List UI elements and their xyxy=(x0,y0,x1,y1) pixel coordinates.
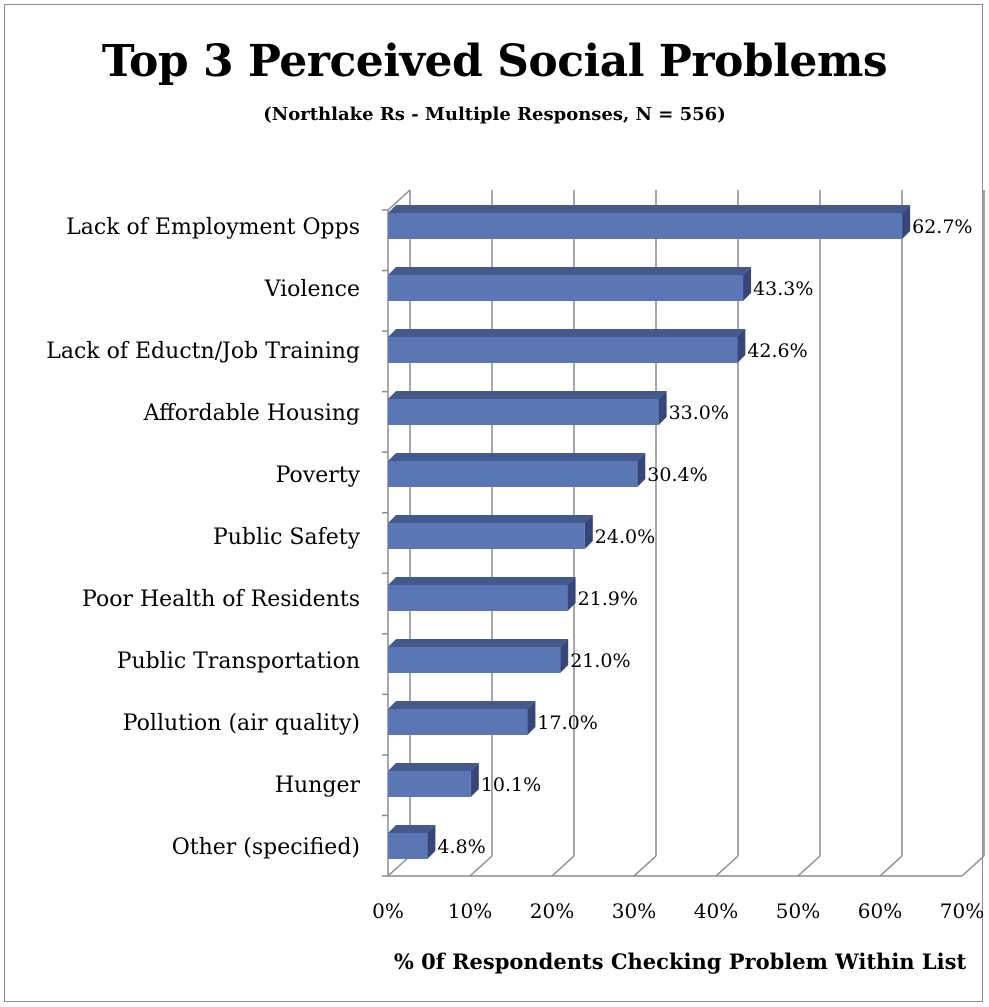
category-label: Violence xyxy=(264,277,360,302)
category-label: Poor Health of Residents xyxy=(82,587,360,612)
bar-top-face xyxy=(388,763,479,771)
category-label: Public Safety xyxy=(213,525,361,550)
x-tick-label: 10% xyxy=(448,899,492,923)
bar-top-face xyxy=(388,329,746,337)
floor-gridline xyxy=(961,855,985,877)
category-label: Pollution (air quality) xyxy=(123,711,360,736)
data-label: 30.4% xyxy=(647,464,707,486)
bar-top-face xyxy=(388,453,646,461)
bar-side-face xyxy=(743,267,752,301)
bar-top-face xyxy=(388,267,752,275)
bar xyxy=(388,771,471,797)
floor-gridline xyxy=(387,855,411,877)
category-label: Lack of Eductn/Job Training xyxy=(46,339,360,364)
x-tick-label: 0% xyxy=(372,899,404,923)
wall-top-edge xyxy=(387,189,411,211)
category-label: Poverty xyxy=(276,463,361,488)
bar-side-face xyxy=(584,515,593,549)
bar xyxy=(388,275,744,301)
x-tick-label: 50% xyxy=(776,899,820,923)
bar-side-face xyxy=(902,205,911,239)
chart-title: Top 3 Perceived Social Problems xyxy=(101,36,888,87)
data-label: 62.7% xyxy=(912,216,972,238)
bar-top-face xyxy=(388,701,536,709)
data-label: 43.3% xyxy=(753,278,813,300)
floor-gridline xyxy=(715,855,739,877)
floor-gridline xyxy=(797,855,821,877)
bar xyxy=(388,337,738,363)
bar-side-face xyxy=(567,577,576,611)
bar xyxy=(388,647,561,673)
bar-top-face xyxy=(388,639,569,647)
data-label: 42.6% xyxy=(747,340,807,362)
x-tick-label: 30% xyxy=(612,899,656,923)
bar xyxy=(388,585,568,611)
bar xyxy=(388,523,585,549)
bar-top-face xyxy=(388,825,436,833)
x-tick-label: 20% xyxy=(530,899,574,923)
floor-gridline xyxy=(879,855,903,877)
bar-top-face xyxy=(388,515,593,523)
data-label: 10.1% xyxy=(481,774,541,796)
bar-side-face xyxy=(658,391,667,425)
x-tick-label: 40% xyxy=(694,899,738,923)
data-label: 17.0% xyxy=(537,712,597,734)
floor-gridline xyxy=(633,855,657,877)
data-label: 21.9% xyxy=(578,588,638,610)
bar-side-face xyxy=(427,825,436,859)
category-label: Public Transportation xyxy=(117,649,360,674)
bar xyxy=(388,461,638,487)
category-label: Lack of Employment Opps xyxy=(66,215,360,240)
bar xyxy=(388,213,903,239)
bar-side-face xyxy=(737,329,746,363)
x-tick-label: 60% xyxy=(858,899,902,923)
bar-top-face xyxy=(388,391,667,399)
category-label: Affordable Housing xyxy=(143,401,360,426)
bar-side-face xyxy=(527,701,536,735)
bar xyxy=(388,709,528,735)
category-label: Hunger xyxy=(275,773,361,798)
floor-gridline xyxy=(469,855,493,877)
bar xyxy=(388,833,428,859)
bar-side-face xyxy=(560,639,569,673)
x-tick-label: 70% xyxy=(940,899,984,923)
bar-top-face xyxy=(388,205,911,213)
x-axis-title: % 0f Respondents Checking Problem Within… xyxy=(394,949,967,974)
data-label: 4.8% xyxy=(437,836,485,858)
bar-side-face xyxy=(637,453,646,487)
category-label: Other (specified) xyxy=(172,835,360,860)
data-label: 33.0% xyxy=(669,402,729,424)
chart-subtitle: (Northlake Rs - Multiple Responses, N = … xyxy=(263,104,726,125)
bar-side-face xyxy=(470,763,479,797)
bar xyxy=(388,399,659,425)
data-label: 21.0% xyxy=(570,650,630,672)
floor-gridline xyxy=(551,855,575,877)
bar-top-face xyxy=(388,577,576,585)
data-label: 24.0% xyxy=(595,526,655,548)
